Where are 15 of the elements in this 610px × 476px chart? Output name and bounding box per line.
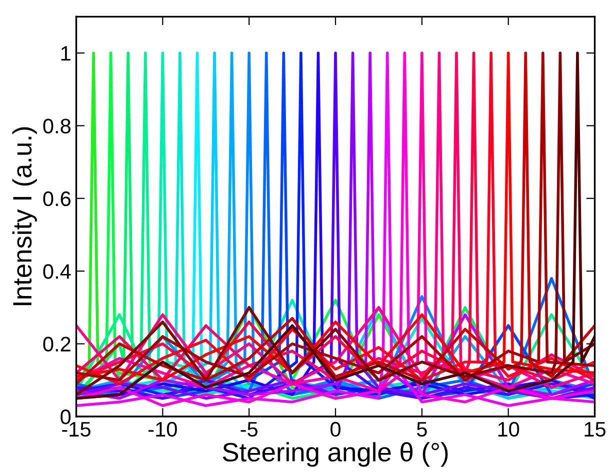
y-tick-label: 0.4 — [43, 264, 71, 279]
y-tick-label: 0.6 — [43, 191, 70, 206]
x-tick-label: 5 — [416, 422, 427, 437]
x-tick-label: 15 — [584, 422, 606, 437]
y-axis-title: Intensity I (a.u.) — [12, 127, 37, 306]
x-tick-label: -5 — [240, 422, 258, 437]
x-axis-title: Steering angle θ (°) — [222, 442, 448, 467]
x-tick-label: 10 — [498, 422, 520, 437]
x-tick-label: 0 — [330, 422, 340, 437]
y-tick-label: 1 — [61, 46, 70, 61]
x-tick-label: -15 — [62, 422, 90, 437]
x-tick-label: -10 — [148, 422, 177, 437]
y-tick-label: 0 — [60, 410, 71, 424]
y-tick-label: 0.2 — [43, 336, 70, 352]
y-tick-label: 0.8 — [43, 118, 70, 134]
